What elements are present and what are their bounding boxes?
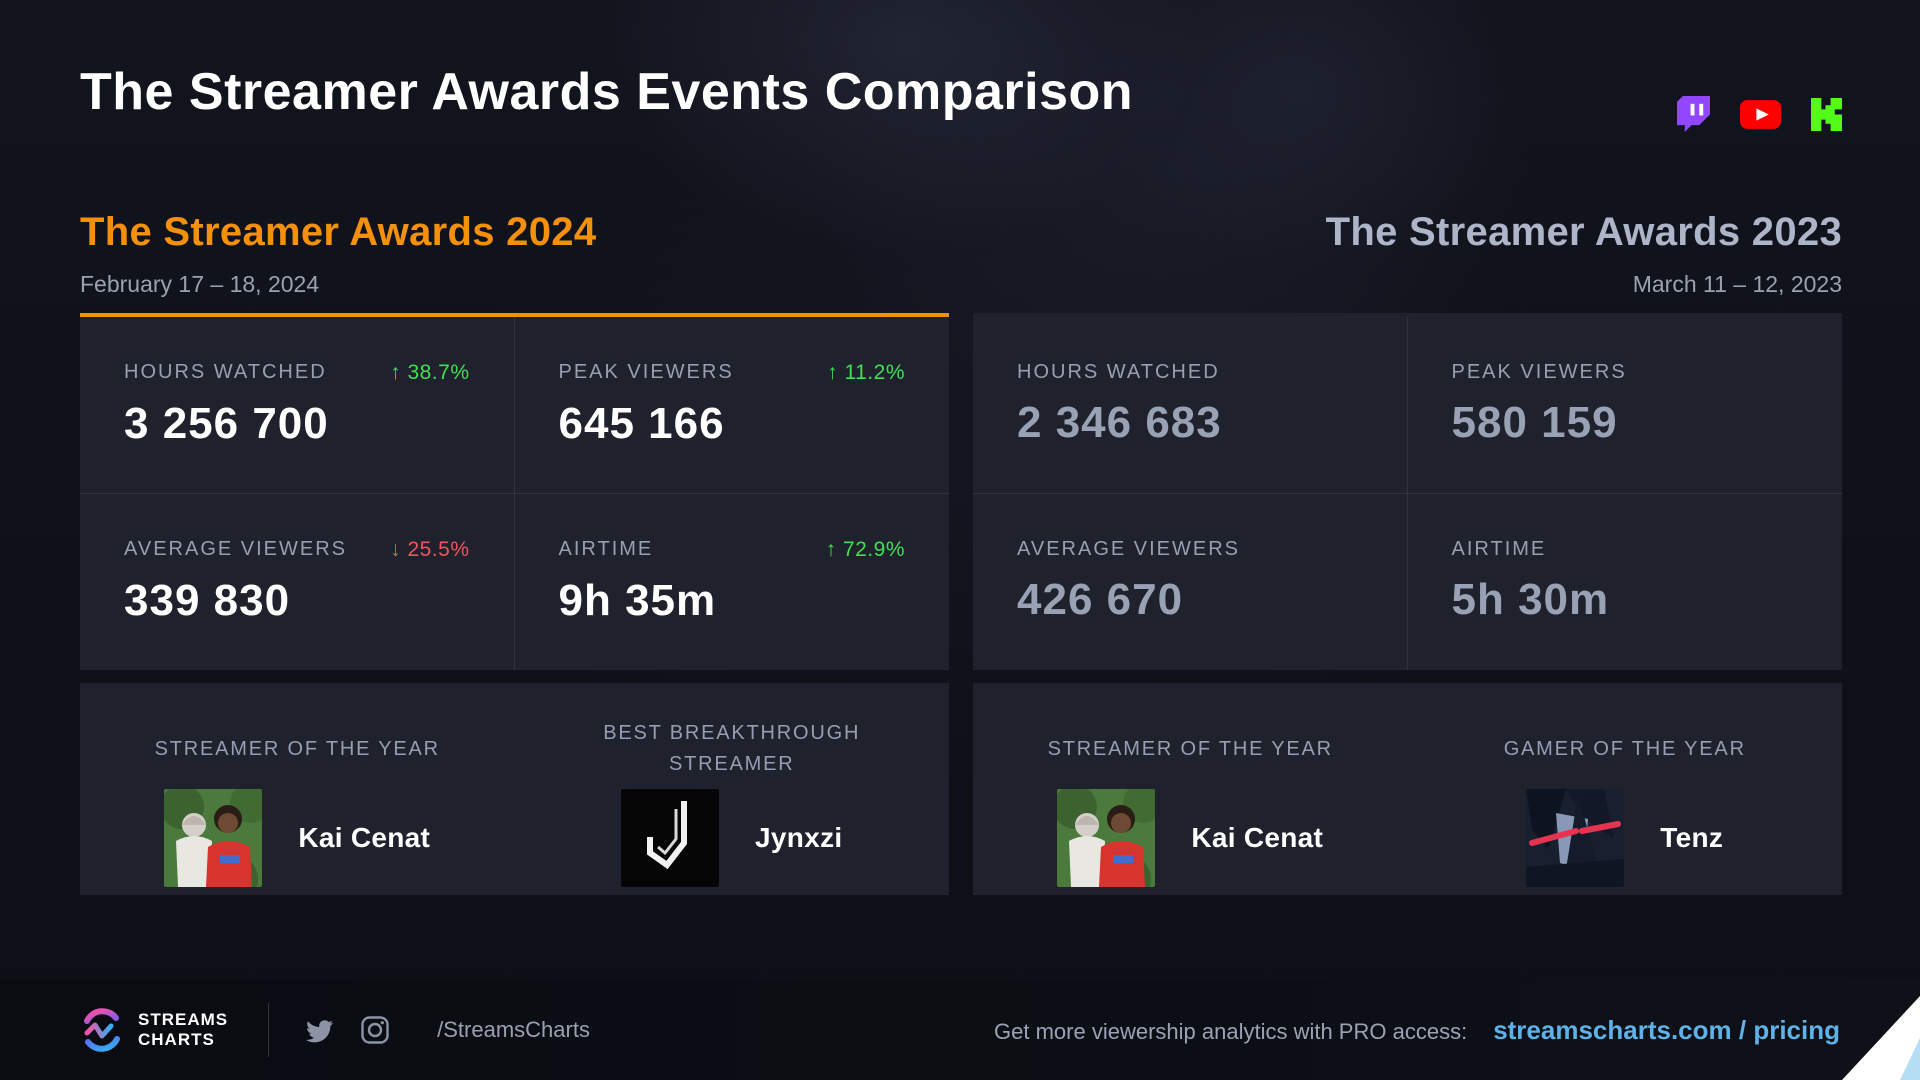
social-links: /StreamsCharts	[305, 1016, 590, 1044]
award-winner-name: Kai Cenat	[1191, 822, 1324, 853]
award-winner-name: Kai Cenat	[298, 822, 431, 853]
stat-label: PEAK VIEWERS	[558, 361, 734, 384]
promo-block: Get more viewership analytics with PRO a…	[994, 1015, 1840, 1046]
stat-label: AVERAGE VIEWERS	[1017, 538, 1241, 561]
stat-label: HOURS WATCHED	[1017, 361, 1220, 384]
event-2023-awards-card: STREAMER OF THE YEAR	[973, 683, 1842, 895]
stat-value: 9h 35m	[558, 575, 717, 625]
event-2024-date: February 17 – 18, 2024	[80, 271, 320, 297]
event-2024-column: HOURS WATCHED ↑ 38.7% 3 256 700 PEAK VIE…	[80, 313, 949, 895]
award-category: GAMER OF THE YEAR	[1503, 737, 1746, 760]
comparison-columns: HOURS WATCHED ↑ 38.7% 3 256 700 PEAK VIE…	[80, 313, 1842, 895]
award-category: BEST BREAKTHROUGH STREAMER	[603, 722, 861, 775]
stat-hours-watched-2023: HOURS WATCHED 2 346 683	[973, 317, 1408, 494]
twitter-icon[interactable]	[305, 1016, 335, 1044]
event-2024-stats-card: HOURS WATCHED ↑ 38.7% 3 256 700 PEAK VIE…	[80, 313, 949, 670]
stat-delta-badge: ↑ 11.2%	[827, 360, 905, 384]
stat-value: 645 166	[558, 398, 725, 448]
stat-label: HOURS WATCHED	[124, 361, 327, 384]
stat-label: AIRTIME	[1451, 538, 1547, 561]
platform-icons	[1677, 96, 1842, 133]
stat-hours-watched-2024: HOURS WATCHED ↑ 38.7% 3 256 700	[80, 317, 515, 494]
event-2023-stats-card: HOURS WATCHED 2 346 683 PEAK VIEWERS 580…	[973, 313, 1842, 670]
event-2024-awards-card: STREAMER OF THE YEAR	[80, 683, 949, 895]
kai-cenat-avatar	[164, 789, 263, 887]
youtube-icon	[1740, 100, 1781, 129]
stat-delta-badge: ↓ 25.5%	[390, 537, 470, 561]
kick-icon	[1811, 98, 1842, 131]
event-2023-header: The Streamer Awards 2023 March 11 – 12, …	[1326, 210, 1842, 298]
footer-divider	[268, 1003, 270, 1057]
event-2024-title: The Streamer Awards 2024	[80, 210, 597, 254]
event-2023-title: The Streamer Awards 2023	[1325, 210, 1842, 254]
award-category: STREAMER OF THE YEAR	[154, 737, 440, 760]
instagram-icon[interactable]	[361, 1016, 389, 1044]
stat-value: 5h 30m	[1451, 575, 1610, 625]
event-2024-header: The Streamer Awards 2024 February 17 – 1…	[80, 210, 596, 298]
stat-value: 426 670	[1017, 575, 1184, 625]
award-streamer-of-the-year-2024: STREAMER OF THE YEAR	[80, 683, 515, 895]
stat-average-viewers-2024: AVERAGE VIEWERS ↓ 25.5% 339 830	[80, 493, 515, 670]
stat-airtime-2023: AIRTIME 5h 30m	[1408, 494, 1843, 671]
stat-airtime-2024: AIRTIME ↑ 72.9% 9h 35m	[515, 494, 950, 671]
award-gamer-of-the-year-2023: GAMER OF THE YEAR	[1408, 683, 1843, 895]
stat-value: 339 830	[124, 575, 291, 625]
page-title: The Streamer Awards Events Comparison	[80, 63, 1134, 121]
award-best-breakthrough-streamer-2024: BEST BREAKTHROUGH STREAMER Jynxzi	[515, 683, 950, 895]
stat-average-viewers-2023: AVERAGE VIEWERS 426 670	[973, 493, 1408, 670]
stat-label: AVERAGE VIEWERS	[124, 538, 348, 561]
stat-value: 2 346 683	[1017, 398, 1222, 448]
promo-text: Get more viewership analytics with PRO a…	[994, 1018, 1468, 1044]
stat-delta-badge: ↑ 38.7%	[390, 360, 470, 384]
stat-value: 580 159	[1451, 398, 1618, 448]
stat-peak-viewers-2024: PEAK VIEWERS ↑ 11.2% 645 166	[514, 317, 949, 494]
pricing-link[interactable]: streamscharts.com / pricing	[1493, 1014, 1840, 1045]
event-2023-date: March 11 – 12, 2023	[1632, 271, 1842, 297]
stat-peak-viewers-2023: PEAK VIEWERS 580 159	[1407, 317, 1842, 494]
tenz-avatar	[1526, 789, 1625, 887]
jynxzi-avatar	[621, 789, 720, 887]
footer: STREAMS CHARTS /StreamsCharts Get mor	[0, 980, 1920, 1080]
kai-cenat-avatar	[1057, 789, 1156, 887]
award-winner-name: Jynxzi	[755, 822, 843, 853]
stat-label: AIRTIME	[558, 538, 654, 561]
award-category: STREAMER OF THE YEAR	[1047, 737, 1333, 760]
social-handle: /StreamsCharts	[437, 1017, 590, 1042]
streams-charts-logo: STREAMS CHARTS	[80, 1008, 228, 1052]
twitch-icon	[1677, 96, 1710, 133]
streams-charts-wordmark: STREAMS CHARTS	[138, 1010, 229, 1049]
streams-charts-logo-icon	[84, 1008, 120, 1052]
award-winner-name: Tenz	[1660, 822, 1724, 853]
stat-delta-badge: ↑ 72.9%	[825, 537, 905, 561]
award-streamer-of-the-year-2023: STREAMER OF THE YEAR	[973, 683, 1408, 895]
stat-label: PEAK VIEWERS	[1451, 361, 1627, 384]
stat-value: 3 256 700	[124, 398, 329, 448]
event-2023-column: HOURS WATCHED 2 346 683 PEAK VIEWERS 580…	[973, 313, 1842, 895]
